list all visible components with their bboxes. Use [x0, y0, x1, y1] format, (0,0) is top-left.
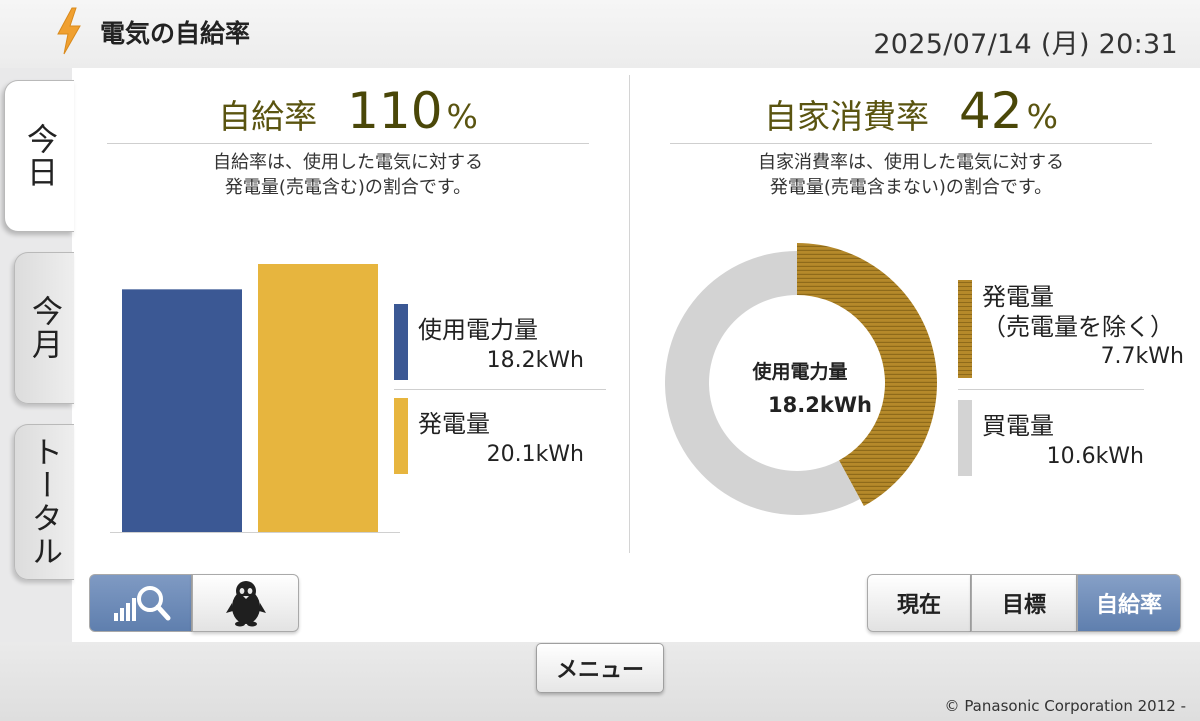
self-consumption-description: 自家消費率は、使用した電気に対する 発電量(売電含まない)の割合です。: [670, 150, 1152, 200]
legend-self-generation-swatch: [958, 280, 972, 378]
legend-usage-swatch: [394, 304, 408, 380]
app-title: 電気の自給率: [100, 19, 251, 48]
segment-self-sufficiency-button[interactable]: 自給率: [1077, 574, 1181, 632]
donut-center-label: 使用電力量: [752, 361, 848, 383]
copyright-text: © Panasonic Corporation 2012 -: [944, 697, 1186, 715]
self-sufficiency-description: 自給率は、使用した電気に対する 発電量(売電含む)の割合です。: [107, 150, 589, 200]
lightning-bolt-icon: [57, 7, 81, 55]
self-sufficiency-heading: 自給率 110 %: [107, 82, 589, 144]
graph-search-icon: [113, 586, 170, 621]
self-consumption-donut-chart: [665, 243, 937, 515]
legend-generation-value: 20.1kWh: [486, 442, 584, 467]
donut-slice-self-generation: [797, 243, 937, 507]
tab-today[interactable]: 今日: [4, 80, 74, 232]
legend-self-generation-value: 7.7kWh: [1100, 344, 1184, 369]
tab-today-label: 今日: [21, 123, 57, 189]
legend-self-generation-name: 発電量 （売電量を除く）: [982, 282, 1174, 342]
energy-bar-chart: [110, 264, 400, 533]
self-sufficiency-unit: %: [446, 97, 478, 136]
tab-total-label: トータル: [26, 436, 62, 568]
graph-view-button[interactable]: [89, 574, 192, 632]
legend-self-generation-name-line1: 発電量: [982, 283, 1054, 311]
bar-generation: [258, 264, 378, 532]
legend-generation-swatch: [394, 398, 408, 474]
datetime-display: 2025/07/14 (月) 20:31: [873, 29, 1178, 60]
legend-divider: [394, 389, 606, 390]
self-consumption-heading: 自家消費率 42 %: [670, 82, 1152, 144]
legend-purchased-value: 10.6kWh: [1046, 444, 1144, 469]
character-view-button[interactable]: [192, 574, 299, 632]
legend-purchased-swatch: [958, 400, 972, 476]
menu-button[interactable]: メニュー: [536, 643, 664, 693]
legend-usage-name: 使用電力量: [418, 316, 538, 344]
self-consumption-unit: %: [1026, 97, 1058, 136]
self-sufficiency-description-line1: 自給率は、使用した電気に対する: [213, 152, 483, 173]
header-bar: 電気の自給率 2025/07/14 (月) 20:31: [0, 0, 1200, 68]
legend-usage: 使用電力量 18.2kWh: [394, 304, 584, 384]
segment-goal-button[interactable]: 目標: [971, 574, 1077, 632]
panel-divider: [629, 75, 630, 553]
legend-purchased: 買電量 10.6kWh: [958, 400, 1144, 476]
self-sufficiency-description-line2: 発電量(売電含む)の割合です。: [224, 177, 472, 198]
legend-purchased-name: 買電量: [982, 412, 1054, 440]
legend-self-generation-name-line2: （売電量を除く）: [982, 313, 1174, 341]
penguin-icon: [225, 581, 266, 627]
self-consumption-description-line2: 発電量(売電含まない)の割合です。: [769, 177, 1053, 198]
legend-usage-value: 18.2kWh: [486, 348, 584, 373]
bar-usage: [122, 289, 242, 532]
donut-center-value: 18.2kWh: [768, 393, 872, 417]
tab-month[interactable]: 今月: [14, 252, 74, 404]
tab-total[interactable]: トータル: [14, 424, 74, 580]
legend-generation: 発電量 20.1kWh: [394, 398, 584, 478]
self-sufficiency-label: 自給率: [218, 97, 318, 136]
self-consumption-description-line1: 自家消費率は、使用した電気に対する: [758, 152, 1064, 173]
tab-month-label: 今月: [26, 295, 62, 361]
donut-slice-purchased: [665, 251, 861, 515]
legend-self-generation: 発電量 （売電量を除く） 7.7kWh: [958, 280, 1184, 380]
self-consumption-value: 42: [959, 82, 1023, 140]
donut-legend-divider: [958, 389, 1144, 390]
segment-current-button[interactable]: 現在: [867, 574, 971, 632]
legend-generation-name: 発電量: [418, 410, 490, 438]
self-sufficiency-value: 110: [347, 82, 443, 140]
self-consumption-label: 自家消費率: [764, 97, 929, 136]
